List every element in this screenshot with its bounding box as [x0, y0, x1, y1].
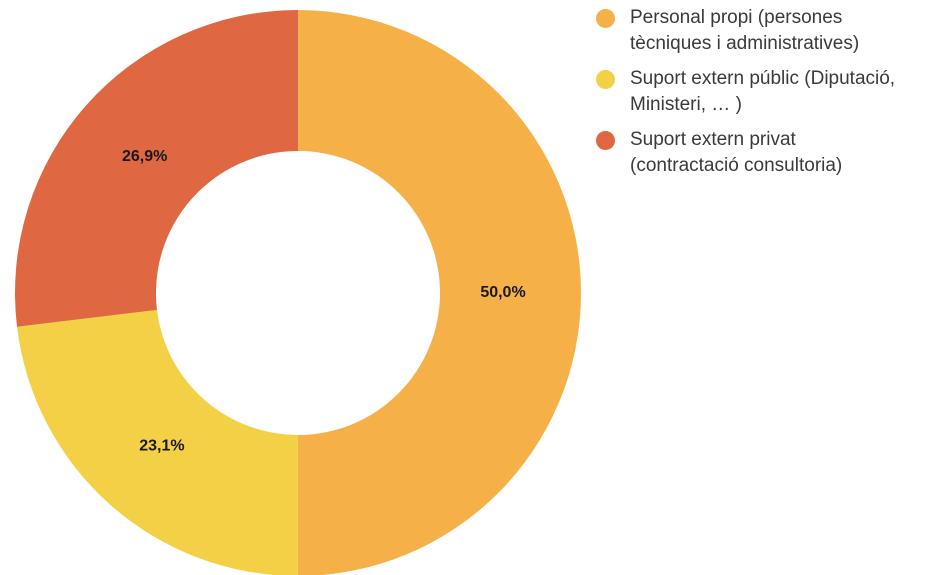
donut-slices [14, 10, 581, 575]
legend-dot-icon [596, 70, 615, 89]
legend-item-personal-propi[interactable]: Personal propi (persones tècniques i adm… [596, 5, 942, 57]
donut-slice[interactable] [298, 10, 581, 575]
donut-slice[interactable] [17, 309, 298, 575]
legend-label-line1: Suport extern públic (Diputació, [630, 68, 896, 89]
legend-label-line2: (contractació consultoria) [630, 155, 843, 176]
donut-slice[interactable] [14, 10, 298, 327]
legend-label-line1: Suport extern privat [630, 129, 796, 150]
slice-data-label: 50,0% [480, 284, 525, 301]
legend-dot-icon [596, 9, 615, 28]
legend-item-suport-extern-privat[interactable]: Suport extern privat (contractació consu… [596, 127, 942, 179]
legend-item-suport-extern-public[interactable]: Suport extern públic (Diputació, Ministe… [596, 66, 942, 118]
slice-labels: 50,0% 23,1% 26,9% [122, 148, 526, 454]
chart-legend: Personal propi (persones tècniques i adm… [596, 5, 942, 188]
legend-dot-icon [596, 131, 615, 150]
slice-data-label: 26,9% [122, 148, 167, 165]
slice-data-label: 23,1% [139, 438, 184, 455]
legend-label-line2: Ministeri, … ) [630, 94, 742, 115]
legend-label-line2: tècniques i administratives) [630, 33, 860, 54]
legend-label-line1: Personal propi (persones [630, 7, 843, 28]
